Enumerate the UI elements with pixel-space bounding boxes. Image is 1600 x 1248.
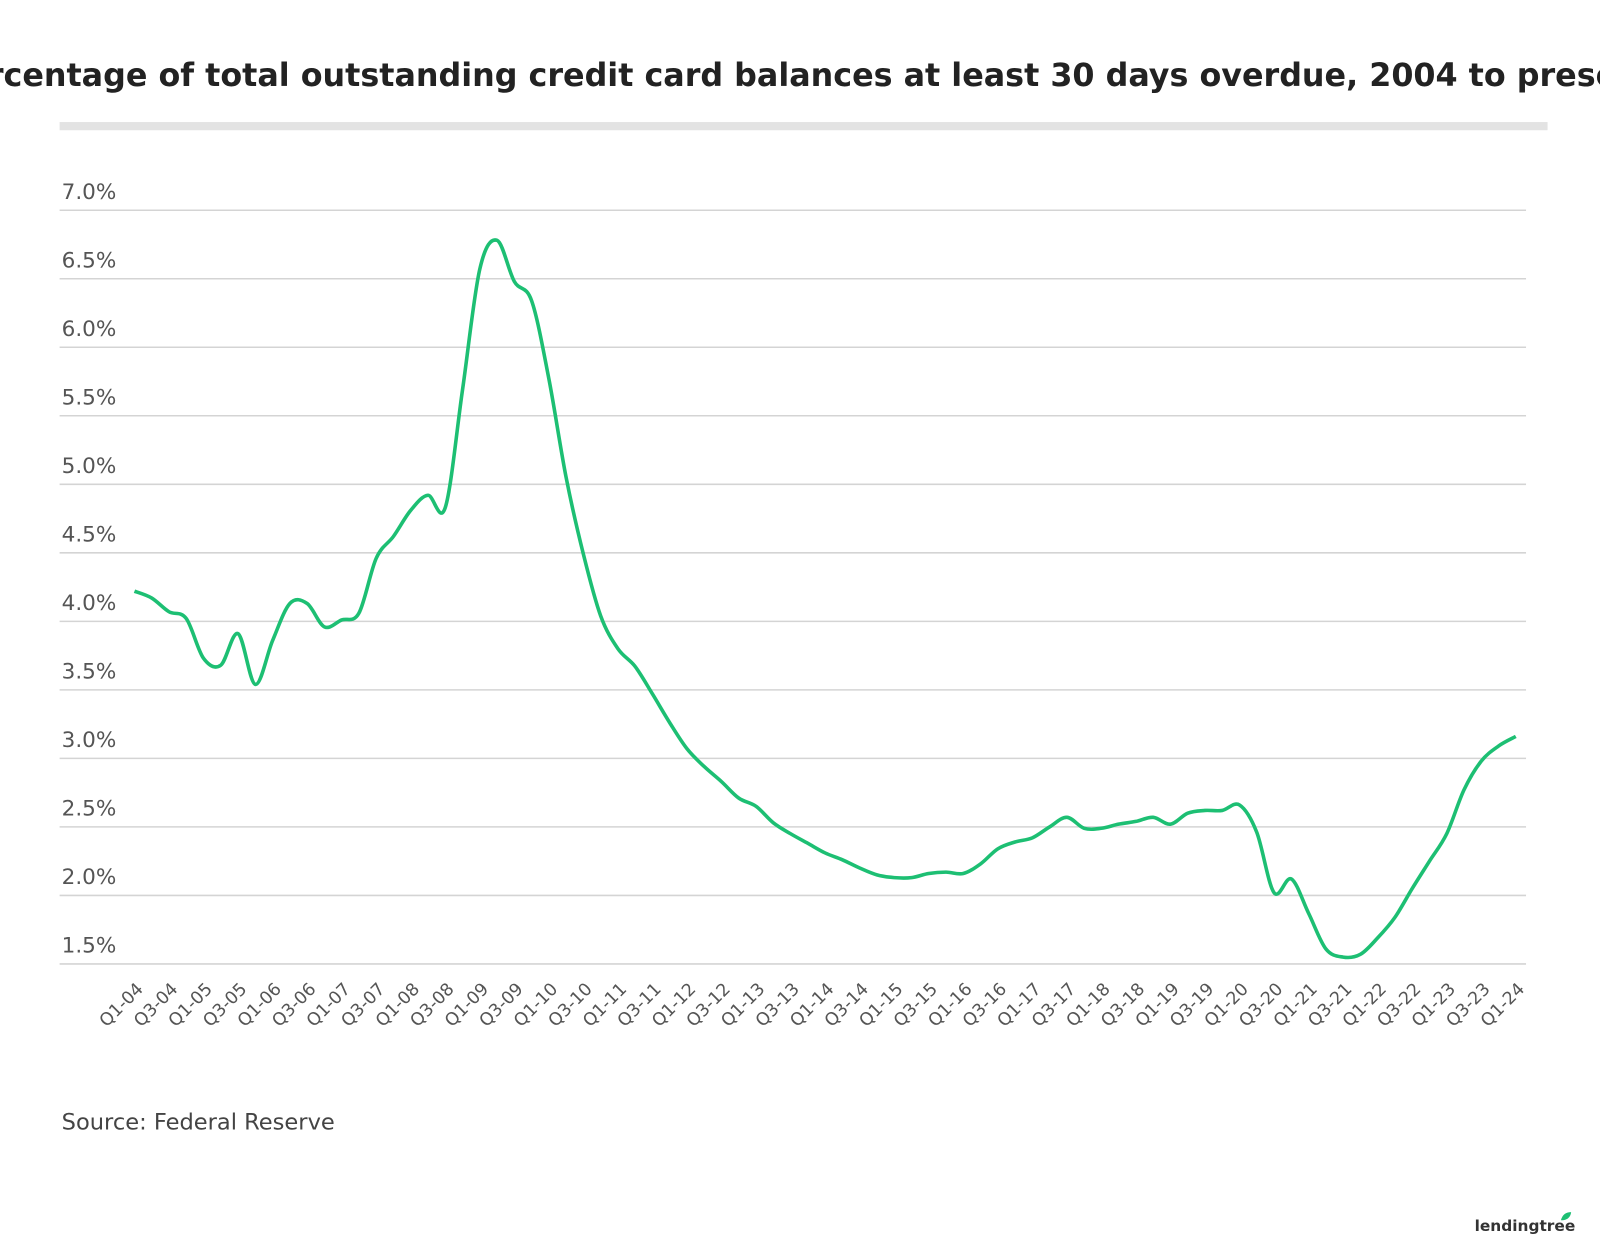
y-tick-label: 5.5%: [62, 385, 117, 410]
y-tick-label: 7.0%: [62, 180, 117, 205]
title-rule: [59, 122, 1548, 131]
data-line: [133, 238, 1517, 960]
y-tick-label: 3.0%: [62, 728, 117, 753]
logo: lendingtree: [1475, 1217, 1576, 1235]
source-note: Source: Federal Reserve: [62, 1109, 335, 1135]
chart-title: Percentage of total outstanding credit c…: [0, 58, 1600, 94]
y-tick-label: 4.0%: [62, 591, 117, 616]
y-tick-label: 2.0%: [62, 865, 117, 890]
y-tick-label: 1.5%: [62, 934, 117, 959]
logo-leaf: [1560, 1212, 1572, 1221]
y-tick-label: 4.5%: [62, 522, 117, 547]
y-tick-label: 6.0%: [62, 317, 117, 342]
y-tick-label: 3.5%: [62, 659, 117, 684]
y-tick-label: 2.5%: [62, 796, 117, 821]
y-tick-label: 6.5%: [62, 248, 117, 273]
y-tick-label: 5.0%: [62, 454, 117, 479]
